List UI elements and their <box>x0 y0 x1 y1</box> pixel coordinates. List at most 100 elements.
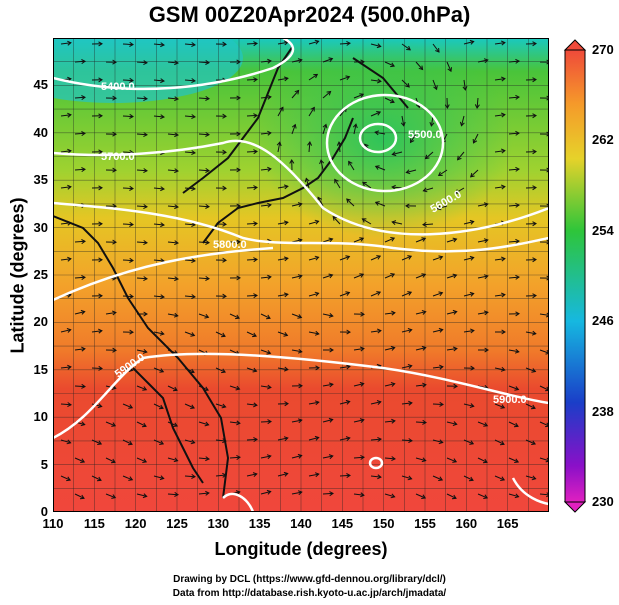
streamline-arrow <box>332 216 341 225</box>
arrow-head <box>81 383 86 389</box>
arrow-head <box>129 293 134 299</box>
arrow-head <box>284 401 289 407</box>
streamline-arrow <box>105 493 116 499</box>
arrow-head <box>98 77 103 83</box>
streamline-arrow <box>446 238 457 243</box>
streamline-arrow <box>136 241 148 244</box>
streamline-arrow <box>322 383 333 387</box>
arrow-head <box>376 291 382 296</box>
arrow-head <box>81 239 86 245</box>
streamline-arrow <box>370 79 381 82</box>
arrow-head <box>112 131 117 137</box>
arrow-head <box>159 440 165 445</box>
streamline-arrow <box>74 240 86 243</box>
arrow-head <box>470 365 475 371</box>
arrow-head <box>314 219 320 225</box>
streamline-arrow <box>463 475 474 481</box>
streamline-arrow <box>353 93 364 99</box>
streamline-arrow <box>246 473 257 477</box>
streamline-arrow <box>410 133 417 143</box>
streamline-arrow <box>353 419 364 423</box>
arrow-head <box>483 494 489 499</box>
arrow-head <box>352 123 358 129</box>
arrow-head <box>204 421 210 427</box>
streamline-arrow <box>457 151 465 161</box>
streamline-arrow <box>260 349 271 354</box>
arrow-head <box>532 113 537 119</box>
streamline-arrow <box>463 439 474 445</box>
arrow-head <box>173 312 179 318</box>
arrow-head <box>470 328 475 334</box>
streamline-arrow <box>494 78 505 81</box>
streamline-arrow <box>60 439 71 444</box>
arrow-head <box>191 78 196 84</box>
streamline-arrow <box>153 295 165 298</box>
streamline-arrow <box>508 96 520 99</box>
streamline-arrow <box>346 198 355 207</box>
streamline-arrow <box>473 133 479 144</box>
streamline-arrow <box>494 186 505 189</box>
arrow-head <box>310 106 315 112</box>
arrow-head <box>222 41 227 47</box>
arrow-head <box>267 130 272 136</box>
streamline-arrow <box>370 475 381 478</box>
streamline-arrow <box>167 169 179 172</box>
arrow-head <box>501 292 506 298</box>
arrow-head <box>297 348 303 354</box>
arrow-head <box>143 60 148 66</box>
arrow-head <box>143 132 148 138</box>
streamline-arrow <box>392 221 403 225</box>
arrow-head <box>159 475 165 481</box>
arrow-head <box>283 471 289 477</box>
streamline-arrow <box>446 348 457 351</box>
arrow-head <box>391 184 396 190</box>
colorbar <box>563 39 587 513</box>
streamline-arrow <box>322 455 333 459</box>
arrow-head <box>328 273 334 279</box>
arrow-head <box>405 169 411 175</box>
arrow-head <box>346 329 351 335</box>
arrow-head <box>222 293 227 299</box>
x-tick-label: 115 <box>83 516 105 531</box>
streamline-arrow <box>415 384 426 387</box>
colorbar-tick-label: 246 <box>592 313 614 329</box>
streamline-arrow <box>246 258 258 261</box>
arrow-head <box>424 154 430 160</box>
low-pressure-area <box>253 38 513 238</box>
streamline-arrow <box>184 295 196 298</box>
arrow-head <box>314 291 320 297</box>
streamline-arrow <box>291 203 302 207</box>
arrow-head <box>409 138 415 144</box>
arrow-head <box>173 422 179 427</box>
arrow-head <box>501 112 506 118</box>
streamline-arrow <box>401 255 412 261</box>
streamline-arrow <box>198 97 210 100</box>
streamline-arrow <box>260 491 271 495</box>
arrow-head <box>345 399 351 405</box>
arrow-head <box>515 311 520 317</box>
streamline-arrow <box>215 367 226 373</box>
arrow-head <box>205 239 210 245</box>
arrow-head <box>266 489 272 495</box>
streamline-arrow <box>74 96 86 99</box>
arrow-head <box>421 457 427 463</box>
arrow-head <box>129 113 134 119</box>
streamline-arrow <box>508 132 520 135</box>
streamline-arrow <box>339 292 350 297</box>
arrow-head <box>235 385 241 391</box>
arrow-head <box>253 402 258 408</box>
streamline-arrow <box>384 420 395 423</box>
arrow-head <box>515 238 520 244</box>
streamline-arrow <box>362 181 372 189</box>
streamline-arrow <box>215 474 227 477</box>
streamline-arrow <box>153 475 164 479</box>
arrow-head <box>235 314 240 320</box>
streamline-arrow <box>167 241 179 244</box>
streamline-arrow <box>74 311 85 315</box>
arrow-head <box>326 90 332 96</box>
streamline-arrow <box>437 205 448 210</box>
arrow-head <box>360 346 365 352</box>
arrow-head <box>205 203 210 209</box>
streamline-arrow <box>508 457 519 463</box>
streamline-arrow <box>198 133 210 136</box>
